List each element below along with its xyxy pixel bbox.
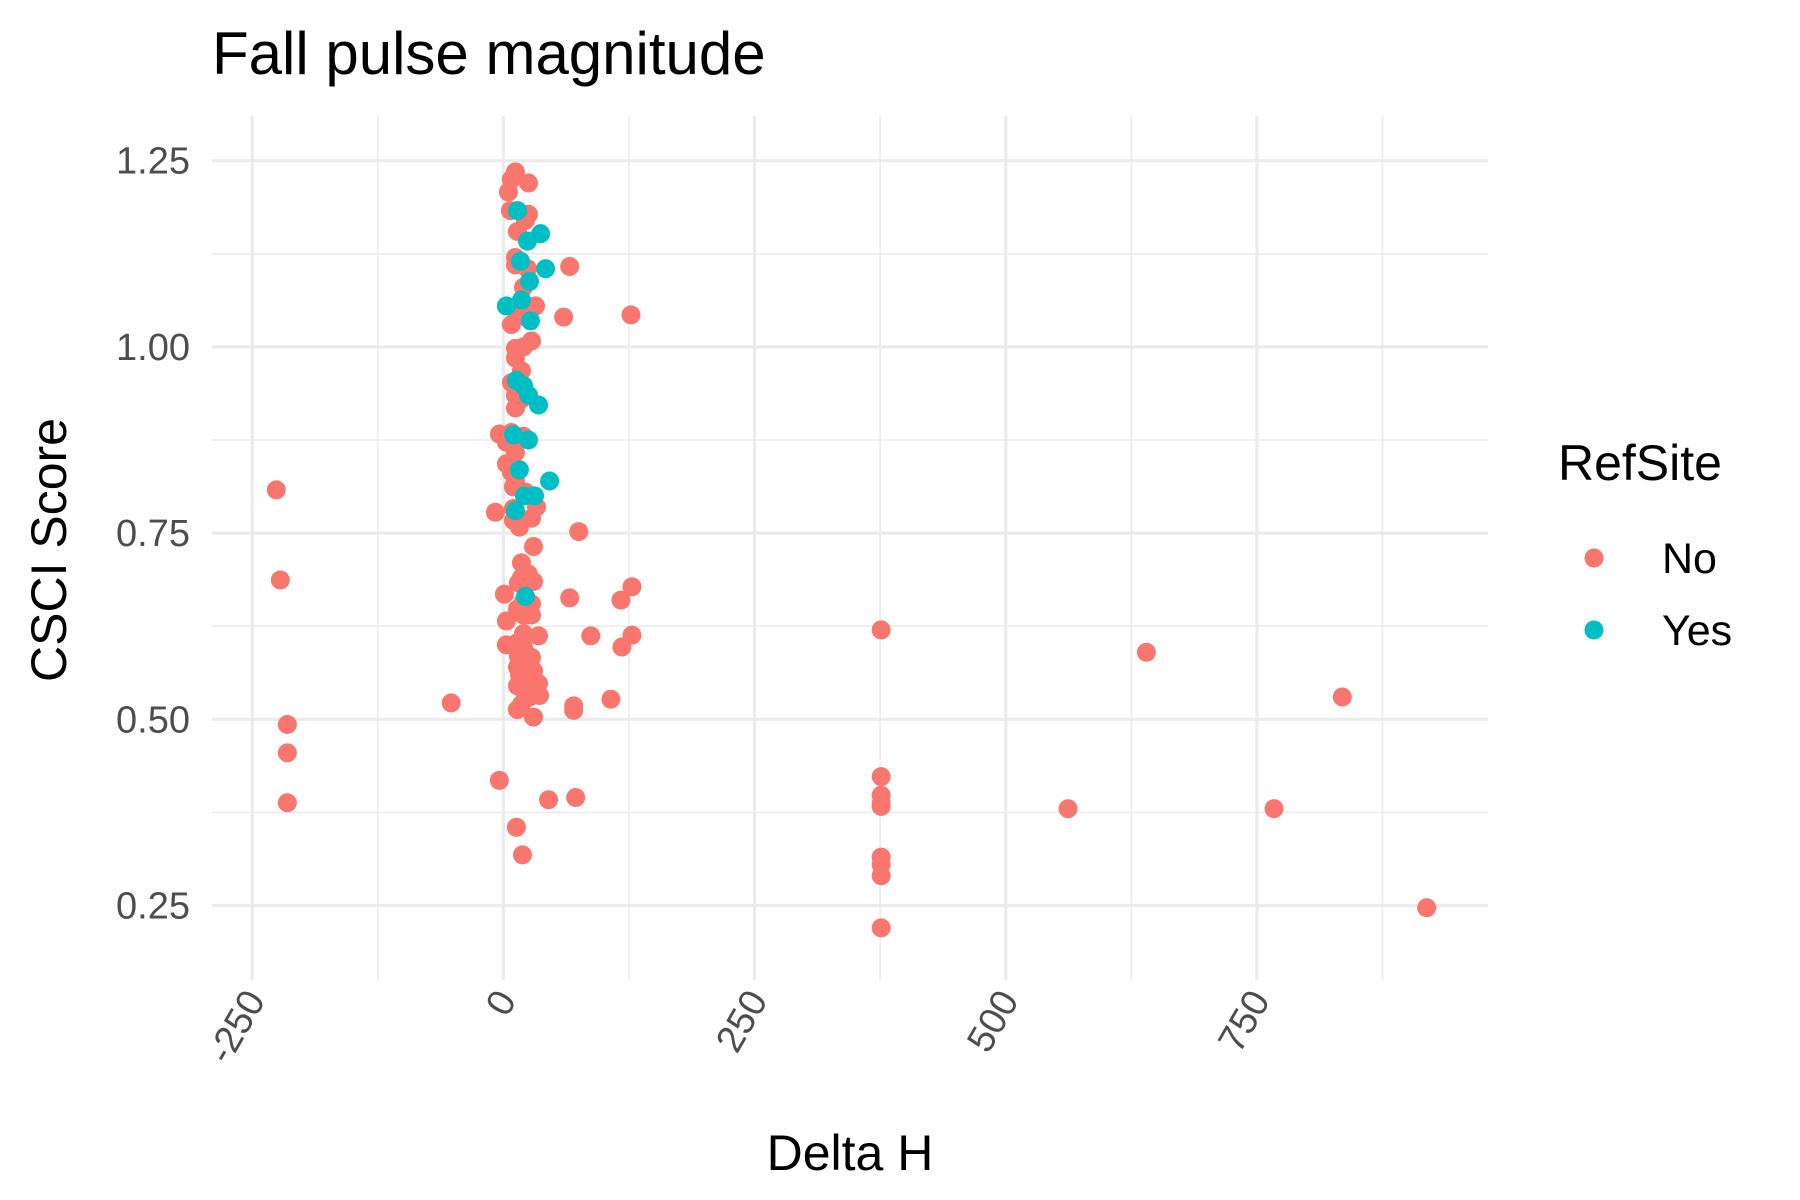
point-no [441, 693, 461, 713]
x-tick-label: 0 [478, 984, 525, 1023]
plot-points [266, 162, 1437, 938]
legend-entries: No Yes [1584, 535, 1732, 655]
point-no [611, 590, 631, 610]
point-no [622, 577, 642, 597]
point-yes [536, 259, 556, 279]
point-no [513, 624, 533, 644]
point-no [871, 620, 891, 640]
point-yes [505, 501, 525, 521]
point-no [566, 788, 586, 808]
point-no [601, 689, 621, 709]
legend: RefSite No Yes [1558, 435, 1732, 655]
point-yes [507, 201, 527, 221]
point-yes [525, 486, 545, 506]
point-no [506, 817, 526, 837]
point-no [485, 502, 505, 522]
legend-key-no [1584, 548, 1604, 568]
y-axis-title: CSCI Score [21, 418, 77, 682]
y-tick-label: 0.25 [116, 886, 190, 928]
point-no [1058, 799, 1078, 819]
point-no [277, 793, 297, 813]
x-tick-label: -250 [200, 984, 274, 1071]
legend-label-yes: Yes [1662, 607, 1732, 655]
x-axis-ticks: -250 0 250 500 750 [200, 984, 1279, 1071]
point-no [564, 700, 584, 720]
point-no [1136, 642, 1156, 662]
point-no [621, 305, 641, 325]
x-tick-label: 500 [959, 984, 1027, 1060]
point-no [496, 611, 516, 631]
point-yes [520, 311, 540, 331]
x-tick-label: 250 [708, 984, 776, 1060]
point-yes [511, 290, 531, 310]
point-no [270, 570, 290, 590]
point-no [524, 572, 544, 592]
point-no [524, 707, 544, 727]
point-no [277, 715, 297, 735]
point-no [871, 796, 891, 816]
point-no [871, 918, 891, 938]
point-no [522, 331, 542, 351]
point-no [560, 588, 580, 608]
point-no [560, 256, 580, 276]
point-yes [503, 425, 523, 445]
point-no [494, 584, 514, 604]
point-no [1417, 898, 1437, 918]
point-yes [531, 224, 551, 244]
point-no [277, 743, 297, 763]
y-axis-ticks: 0.25 0.50 0.75 1.00 1.25 [116, 141, 190, 928]
point-no [524, 537, 544, 557]
point-no [871, 767, 891, 787]
point-no [522, 605, 542, 625]
point-no [581, 626, 601, 646]
point-no [622, 625, 642, 645]
point-no [529, 626, 549, 646]
point-yes [510, 251, 530, 271]
x-tick-label: 750 [1211, 984, 1279, 1060]
legend-key-yes [1584, 620, 1604, 640]
x-axis-title: Delta H [767, 1125, 934, 1181]
point-no [871, 866, 891, 886]
point-no [505, 162, 525, 182]
point-no [489, 770, 509, 790]
point-yes [496, 296, 516, 316]
point-yes [540, 471, 560, 491]
point-no [569, 522, 589, 542]
point-no [1264, 799, 1284, 819]
point-no [530, 685, 550, 705]
point-yes [509, 460, 529, 480]
plot-grid [212, 116, 1488, 980]
point-yes [518, 430, 538, 450]
point-no [505, 443, 525, 463]
point-no [554, 307, 574, 327]
y-tick-label: 1.25 [116, 141, 190, 183]
point-no [512, 845, 532, 865]
point-no [266, 480, 286, 500]
legend-label-no: No [1662, 535, 1717, 583]
point-no [518, 173, 538, 193]
point-yes [529, 395, 549, 415]
y-tick-label: 1.00 [116, 327, 190, 369]
y-tick-label: 0.50 [116, 699, 190, 741]
point-yes [515, 586, 535, 606]
point-no [1332, 687, 1352, 707]
y-tick-label: 0.75 [116, 513, 190, 555]
chart-title: Fall pulse magnitude [212, 20, 766, 87]
legend-title: RefSite [1558, 435, 1722, 491]
point-no [539, 790, 559, 810]
point-yes [519, 271, 539, 291]
